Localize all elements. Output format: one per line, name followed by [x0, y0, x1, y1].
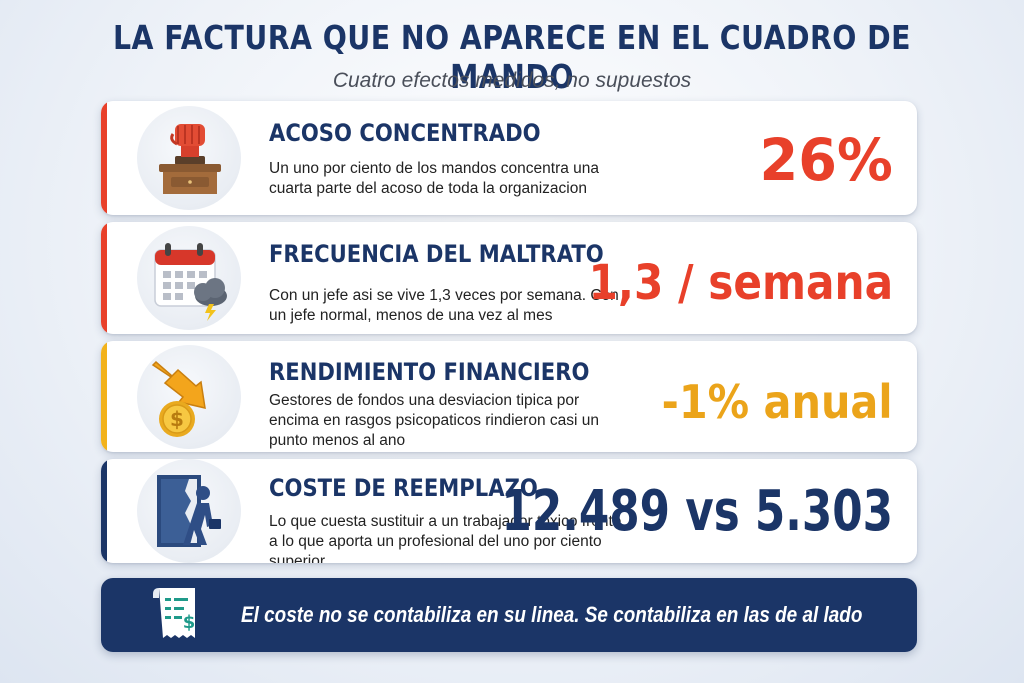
card-frecuencia-del-maltrato: FRECUENCIA DEL MALTRATO Con un jefe asi …	[101, 222, 917, 334]
card-title: ACOSO CONCENTRADO	[269, 119, 541, 147]
card-description: Un uno por ciento de los mandos concentr…	[269, 160, 600, 197]
coin-down-arrow-icon: $	[137, 345, 241, 449]
footer-text: El coste no se contabiliza en su linea. …	[241, 602, 863, 627]
svg-text:$: $	[170, 407, 184, 431]
calendar-storm-icon	[137, 226, 241, 330]
receipt-dollar-icon: $	[153, 588, 196, 638]
card-accent-bar	[101, 101, 107, 215]
footer-banner: $ El coste no se contabiliza en su linea…	[101, 578, 917, 652]
page-title: LA FACTURA QUE NO APARECE EN EL CUADRO D…	[113, 18, 911, 96]
card-description: Con un jefe asi se vive 1,3 veces por se…	[269, 287, 619, 324]
card-value: -1% anual	[662, 375, 893, 429]
card-title: COSTE DE REEMPLAZO	[269, 474, 538, 502]
card-coste-de-reemplazo: COSTE DE REEMPLAZO Lo que cuesta sustitu…	[101, 459, 917, 563]
card-value: 12.489 vs 5.303	[501, 479, 893, 544]
card-accent-bar	[101, 341, 107, 452]
card-accent-bar	[101, 222, 107, 334]
card-title: FRECUENCIA DEL MALTRATO	[269, 240, 604, 268]
card-description: Gestores de fondos una desviacion tipica…	[269, 392, 599, 449]
card-rendimiento-financiero: $ RENDIMIENTO FINANCIERO Gestores de fon…	[101, 341, 917, 452]
card-title: RENDIMIENTO FINANCIERO	[269, 358, 590, 386]
card-value: 1,3 / semana	[588, 255, 893, 311]
person-leaving-door-icon	[137, 459, 241, 563]
card-acoso-concentrado: ACOSO CONCENTRADO Un uno por ciento de l…	[101, 101, 917, 215]
raised-fist-icon	[137, 106, 241, 210]
svg-text:$: $	[183, 612, 196, 633]
card-accent-bar	[101, 459, 107, 563]
card-value: 26%	[759, 126, 893, 194]
card-description: Lo que cuesta sustituir a un trabajador …	[269, 513, 622, 563]
page-subtitle: Cuatro efectos medidos, no supuestos	[332, 69, 692, 92]
